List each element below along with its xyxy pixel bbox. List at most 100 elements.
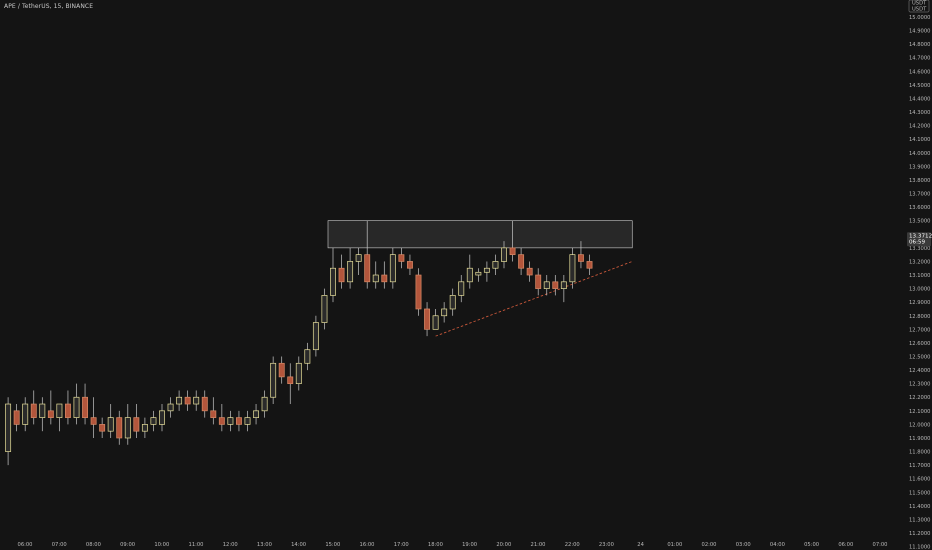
x-tick-label: 21:00 [531, 542, 546, 548]
candle [141, 417, 148, 438]
candle [218, 404, 225, 432]
candle-body [236, 417, 242, 425]
candle-body [347, 261, 354, 283]
candle-body [116, 417, 123, 439]
candle-body [159, 410, 165, 425]
y-tick-label: 11.5000 [909, 490, 930, 496]
y-tick-label: 13.7000 [909, 192, 930, 198]
candle-body [184, 396, 191, 405]
candle-body [176, 396, 183, 405]
y-tick-label: 11.3000 [909, 517, 930, 523]
y-tick-label: 14.4000 [909, 96, 930, 102]
candle-body [253, 410, 259, 418]
candle-body [475, 271, 482, 276]
y-tick-label: 11.2000 [909, 531, 930, 537]
resistance-zone [327, 220, 633, 249]
x-tick-label: 20:00 [496, 542, 511, 548]
candle [432, 308, 439, 330]
x-tick-label: 02:00 [702, 542, 717, 548]
candle-body [56, 403, 63, 418]
x-tick-label: 22:00 [565, 542, 580, 548]
candle-body [338, 267, 345, 283]
candle [466, 254, 473, 289]
x-tick-label: 12:00 [223, 542, 238, 548]
candle-body [64, 403, 71, 418]
candle-body [124, 417, 131, 439]
candle [560, 275, 567, 303]
candle-body [150, 417, 157, 425]
candle [389, 247, 396, 289]
y-tick-label: 13.6000 [909, 205, 930, 211]
y-tick-label: 12.7000 [909, 327, 930, 333]
candle [159, 404, 165, 432]
y-tick-label: 15.0000 [909, 15, 930, 21]
candle [441, 302, 448, 323]
candle-body [415, 274, 422, 310]
y-tick-label: 13.9000 [909, 164, 930, 170]
candle [483, 261, 490, 282]
x-tick-label: 14:00 [291, 542, 306, 548]
candle [124, 404, 131, 445]
x-tick-label: 24 [637, 542, 644, 548]
candle-body [218, 417, 225, 425]
y-tick-label: 13.3000 [909, 246, 930, 252]
candle [5, 397, 12, 466]
candle-body [483, 267, 490, 273]
candle-body [244, 417, 251, 425]
candle-body [466, 267, 473, 283]
candle [99, 417, 106, 438]
candle-body [30, 403, 37, 418]
candle [586, 254, 593, 276]
candle-body [449, 295, 456, 310]
candle-body [22, 403, 29, 425]
y-tick-label: 14.0000 [909, 151, 930, 157]
candle [270, 356, 277, 405]
candle [407, 254, 413, 276]
x-tick-label: 03:00 [736, 542, 751, 548]
y-tick-label: 14.3000 [909, 110, 930, 116]
candle-body [201, 396, 208, 412]
candle [526, 261, 533, 282]
candle-body [5, 403, 12, 452]
x-tick-label: 04:00 [770, 542, 785, 548]
candle-body [492, 261, 499, 269]
candle [176, 390, 183, 411]
candle [193, 390, 200, 411]
y-tick-label: 14.2000 [909, 124, 930, 130]
candle [133, 404, 140, 438]
candle-body [372, 274, 379, 283]
candle-body [569, 254, 576, 283]
candle-body [432, 315, 439, 330]
x-tick-label: 23:00 [599, 542, 614, 548]
candle-body [270, 362, 277, 398]
y-tick-label: 11.7000 [909, 463, 930, 469]
candle [518, 247, 525, 276]
trendline [435, 261, 633, 337]
candle [338, 254, 345, 289]
candle [415, 268, 422, 316]
y-tick-label: 14.9000 [909, 29, 930, 35]
y-tick-label: 12.6000 [909, 341, 930, 347]
candle [253, 404, 259, 425]
candle [64, 390, 71, 425]
candle [150, 410, 157, 432]
candle-body [398, 254, 405, 262]
y-tick-label: 11.1000 [909, 545, 930, 550]
candle-body [295, 362, 302, 385]
y-tick-label: 14.5000 [909, 83, 930, 89]
candle-body [227, 417, 234, 425]
candle [355, 247, 362, 276]
candle-body [287, 376, 294, 385]
x-tick-label: 19:00 [462, 542, 477, 548]
candle [107, 404, 114, 438]
candle [347, 247, 354, 289]
x-tick-label: 18:00 [428, 542, 443, 548]
candle [535, 268, 542, 296]
candle-body [141, 424, 148, 432]
candle-body [90, 417, 97, 425]
candle [295, 356, 302, 391]
candle-body [364, 254, 371, 283]
candle-body [441, 308, 448, 317]
